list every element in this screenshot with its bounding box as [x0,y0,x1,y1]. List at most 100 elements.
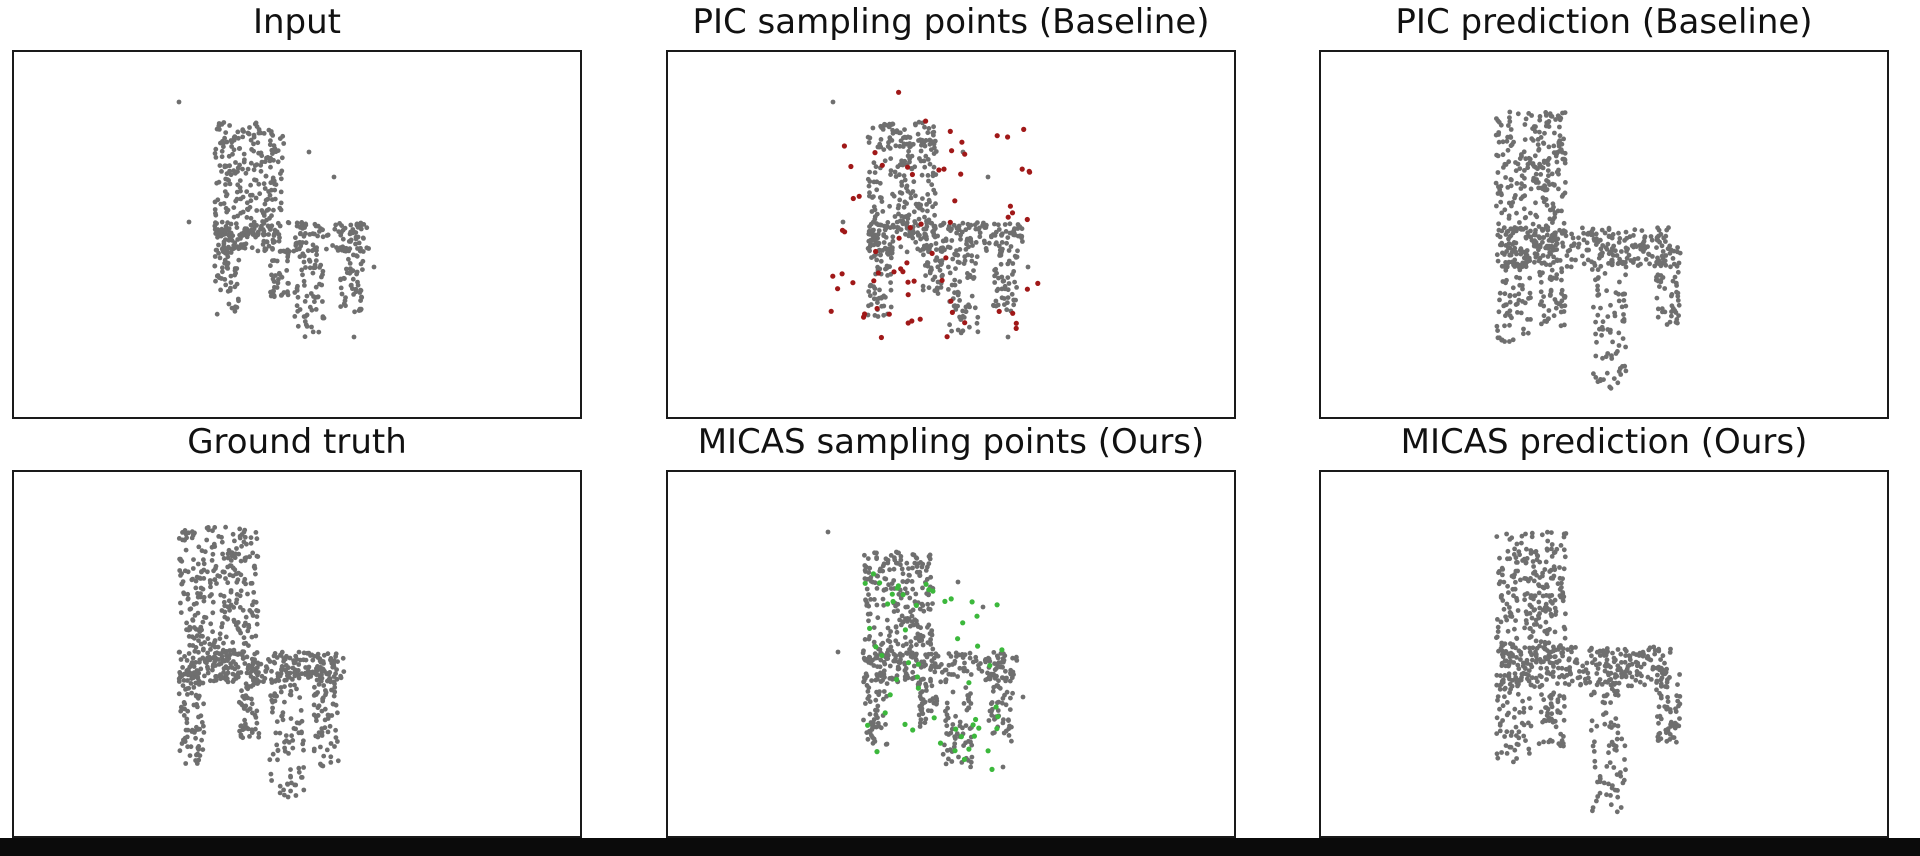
point [1593,353,1599,359]
point [1516,549,1522,554]
point [352,309,357,315]
point [1538,172,1544,177]
point [1512,706,1518,712]
point [932,223,938,229]
point [1530,138,1536,143]
point [1549,613,1554,619]
point [243,241,249,247]
point [929,658,935,664]
point [1526,720,1531,726]
point [1533,617,1539,623]
point [981,238,987,244]
point [1507,605,1512,610]
point [918,236,923,242]
point [909,153,915,159]
point [972,222,978,228]
point [1617,236,1623,241]
point [924,202,929,207]
point [218,661,224,666]
sampling-point [931,715,937,721]
point [1655,672,1660,678]
sampling-point [900,269,906,275]
point [1528,210,1533,216]
point [219,219,225,225]
point [222,163,228,169]
point [327,713,332,719]
point [350,276,356,282]
point [1658,693,1664,699]
point [1602,700,1608,706]
point [951,744,957,750]
point [1570,235,1576,241]
sampling-point [937,740,944,746]
point [872,214,878,220]
point [221,640,226,646]
point [240,134,246,140]
point [222,135,228,141]
point [333,727,338,733]
point [1593,277,1598,283]
point [253,670,259,675]
sampling-point [947,128,953,134]
point [1601,780,1607,786]
point [1533,171,1539,177]
point [259,159,265,165]
point [340,236,346,242]
point [1586,230,1591,236]
point [1611,376,1617,381]
point [270,276,276,282]
point [222,569,227,575]
point [1561,624,1567,630]
sampling-point [994,133,1000,139]
point [177,670,183,675]
point [1664,684,1670,690]
point [1558,543,1564,548]
point [890,127,895,133]
point [992,730,997,735]
point [1521,206,1527,212]
point [256,150,261,156]
point [1609,725,1614,730]
point [888,586,894,591]
point [261,220,267,226]
point [1559,738,1565,744]
point [870,735,875,740]
point [1012,279,1017,285]
sampling-point [830,273,836,279]
point [864,586,870,592]
point [251,167,257,173]
point [1532,569,1538,575]
point [201,561,207,567]
point [938,679,944,685]
point [322,717,328,723]
point [910,654,915,660]
point [913,591,919,597]
point [1508,143,1514,149]
point [1522,597,1527,603]
point [233,673,238,678]
point [263,197,269,203]
point [254,124,260,129]
point [338,673,343,679]
point [1593,231,1599,237]
point [898,554,904,559]
point [871,242,877,248]
point [965,252,971,258]
point [992,675,998,681]
point [1532,259,1537,265]
point [219,624,225,630]
point [920,287,926,293]
point [330,243,335,248]
point [1524,546,1529,552]
point [874,708,880,713]
point [1668,646,1673,652]
point [240,209,246,215]
point [293,243,299,248]
point [1549,593,1555,598]
point [893,143,899,149]
sampling-point [971,733,977,739]
point [252,223,257,229]
point [871,160,877,166]
point [874,257,880,263]
point [1527,602,1533,608]
